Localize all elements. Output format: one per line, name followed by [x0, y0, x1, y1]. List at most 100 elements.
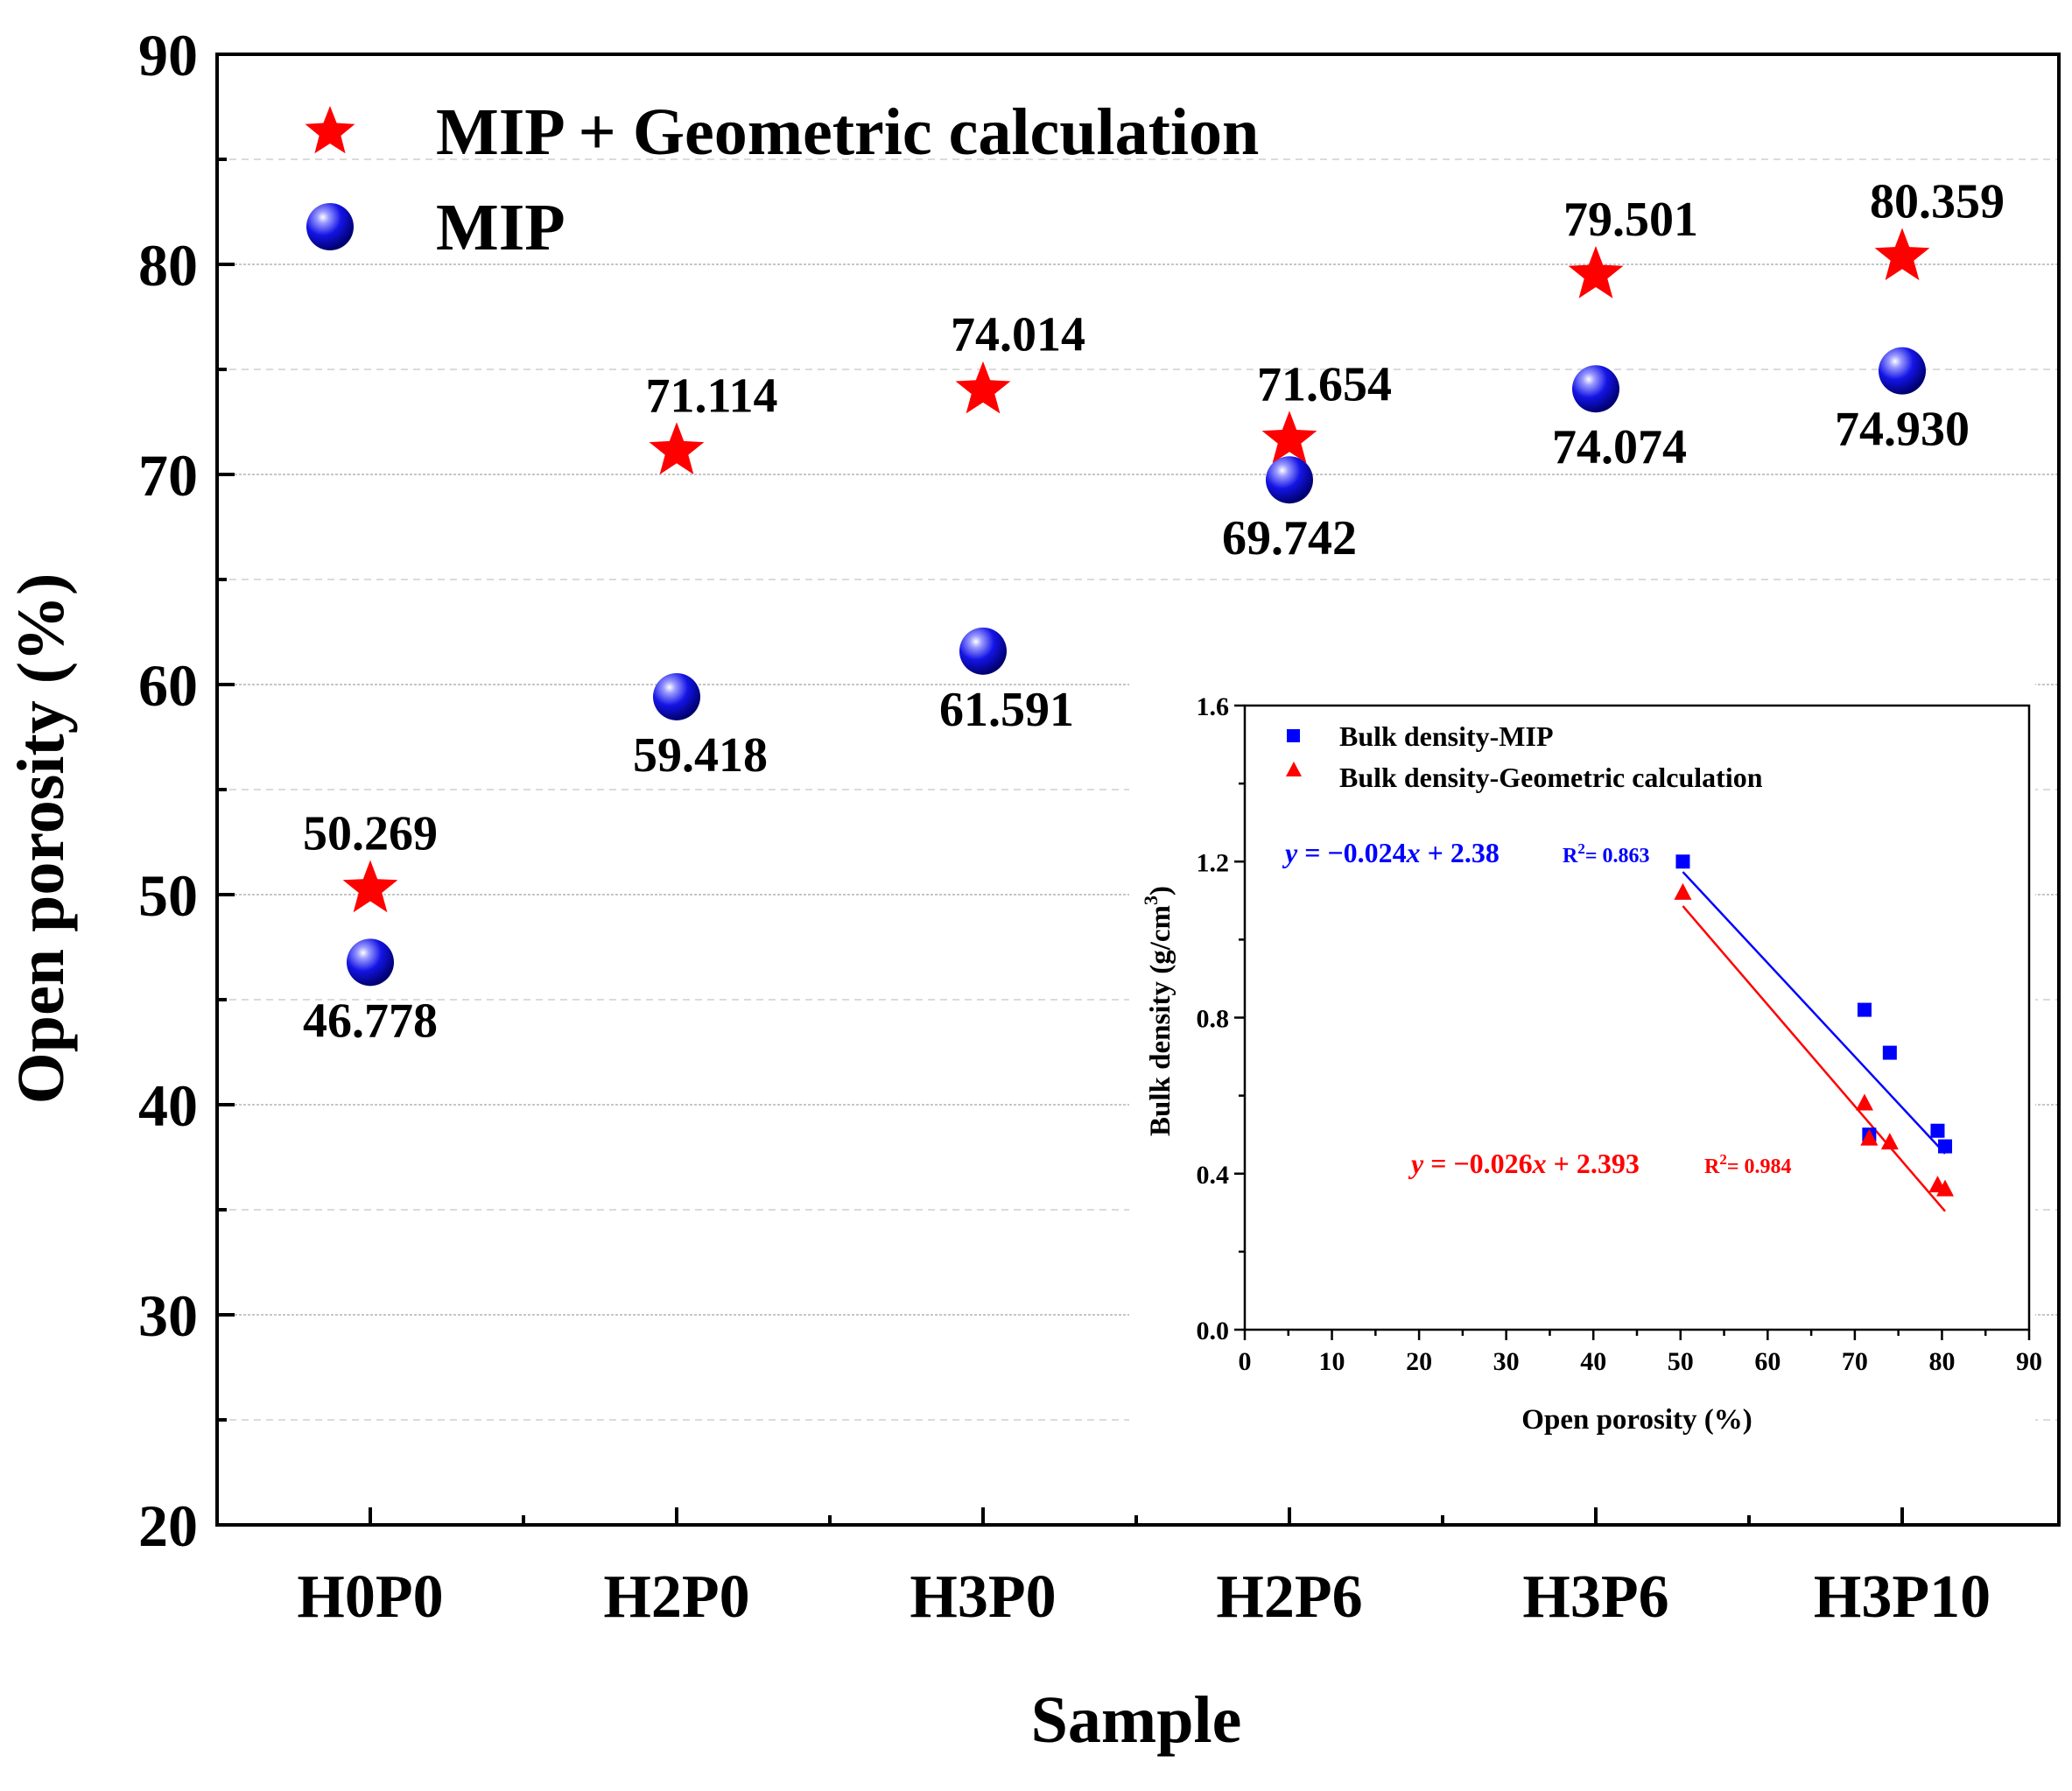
main-legend: MIP + Geometric calculation MIP — [305, 95, 1259, 264]
legend-sphere-marker — [306, 203, 354, 250]
inset-equation-mip-r2: R2= 0.863 — [1563, 840, 1650, 867]
inset-chart: 0 10 20 30 40 50 60 70 80 90 0.0 0.4 0.8 1.2 1.6 Bulk … — [1129, 683, 2042, 1436]
inset-legend-label-geometric: Bulk density-Geometric calculation — [1339, 762, 1763, 793]
inset-square-point — [1930, 1123, 1945, 1138]
mip-geometric-star-point — [649, 422, 705, 474]
equation-part: y — [1282, 837, 1298, 868]
inset-square-point — [1675, 854, 1690, 869]
inset-triangle-point — [1936, 1179, 1955, 1197]
main-y-tick-label: 90 — [138, 22, 198, 88]
inset-y-axis-title-superscript: 3 — [1140, 896, 1162, 905]
inset-triangle-point — [1860, 1128, 1879, 1146]
mip-data-label: 74.930 — [1835, 403, 1970, 457]
inset-x-tick-label: 0 — [1239, 1347, 1252, 1376]
main-x-tick-label: H3P0 — [910, 1563, 1056, 1631]
mip-data-label: 69.742 — [1222, 511, 1357, 565]
equation-part: y — [1408, 1148, 1424, 1179]
inset-x-tick-label: 50 — [1668, 1347, 1694, 1376]
inset-y-tick-label: 0.0 — [1197, 1317, 1230, 1345]
inset-square-point — [1938, 1139, 1953, 1154]
inset-y-tick-label: 0.8 — [1197, 1005, 1230, 1034]
legend-label-mip: MIP — [436, 191, 565, 264]
mip-sphere-point — [1266, 456, 1313, 504]
main-y-tick-label: 20 — [138, 1492, 198, 1559]
mip-sphere-point — [959, 627, 1007, 675]
inset-triangle-point — [1674, 882, 1692, 900]
inset-x-tick-label: 20 — [1406, 1347, 1432, 1376]
mip-data-label: 46.778 — [303, 994, 438, 1048]
inset-y-axis-title: Bulk density (g/cm3) — [1140, 886, 1176, 1136]
inset-equation-geometric-r2: R2= 0.984 — [1704, 1151, 1792, 1178]
inset-legend-triangle-marker — [1286, 762, 1302, 776]
mip-geometric-star-point — [955, 361, 1011, 414]
inset-x-tick-label: 60 — [1754, 1347, 1781, 1376]
mip-data-label: 59.418 — [633, 728, 768, 783]
inset-fit-line-geometric — [1682, 905, 1946, 1212]
inset-legend-label-mip: Bulk density-MIP — [1339, 720, 1553, 752]
inset-equation-mip: y = −0.024x + 2.38 — [1282, 837, 1500, 868]
mip-geometric-data-label: 50.269 — [303, 807, 438, 861]
main-y-axis-title: Open porosity (%) — [4, 573, 78, 1105]
mip-geometric-data-label: 71.114 — [646, 369, 778, 423]
inset-y-tick-label: 1.2 — [1197, 848, 1230, 877]
inset-square-point — [1882, 1045, 1897, 1060]
inset-x-tick-label: 70 — [1842, 1347, 1868, 1376]
inset-square-point — [1857, 1002, 1872, 1017]
equation-part: + 2.393 — [1547, 1148, 1640, 1179]
inset-y-axis-title-text: Bulk density (g/cm — [1145, 905, 1176, 1136]
mip-sphere-point — [1572, 365, 1619, 413]
inset-legend-square-marker — [1287, 729, 1300, 742]
main-y-tick-label: 30 — [138, 1282, 198, 1349]
equation-part: x — [1532, 1148, 1547, 1179]
equation-part: + 2.38 — [1421, 837, 1500, 868]
mip-data-label: 74.074 — [1552, 420, 1687, 474]
inset-x-tick-label: 80 — [1928, 1347, 1955, 1376]
inset-fit-line-mip — [1682, 871, 1946, 1155]
inset-x-tick-label: 90 — [2016, 1347, 2042, 1376]
inset-triangle-point — [1880, 1133, 1899, 1150]
main-x-tick-label: H2P0 — [603, 1563, 749, 1631]
r2-value: = 0.863 — [1585, 845, 1650, 867]
inset-triangle-point — [1855, 1093, 1873, 1111]
mip-geometric-data-label: 80.359 — [1870, 174, 2005, 228]
main-y-tick-label: 80 — [138, 232, 198, 298]
r2-label: R — [1563, 845, 1578, 867]
main-y-tick-label: 50 — [138, 862, 198, 929]
r2-superscript: 2 — [1577, 840, 1585, 857]
inset-legend: Bulk density-MIP Bulk density-Geometric c… — [1286, 720, 1763, 793]
main-y-tick-label: 60 — [138, 652, 198, 719]
main-x-tick-label: H3P6 — [1522, 1563, 1668, 1631]
mip-geometric-star-point — [1568, 246, 1624, 298]
main-x-tick-label: H3P10 — [1814, 1563, 1991, 1631]
mip-sphere-point — [347, 938, 394, 987]
legend-star-marker — [305, 106, 355, 154]
mip-geometric-star-point — [1261, 411, 1317, 463]
inset-axes: 0 10 20 30 40 50 60 70 80 90 0.0 0.4 0.8 1.2 1.6 — [1197, 692, 2043, 1376]
mip-geometric-star-point — [342, 860, 398, 913]
main-x-tick-label: H2P6 — [1216, 1563, 1362, 1631]
inset-y-tick-label: 0.4 — [1197, 1161, 1230, 1190]
r2-label: R — [1704, 1155, 1720, 1178]
inset-background — [1129, 683, 2035, 1434]
inset-x-tick-label: 10 — [1319, 1347, 1345, 1376]
main-y-tick-label: 70 — [138, 442, 198, 509]
inset-x-tick-label: 30 — [1493, 1347, 1520, 1376]
equation-part: = −0.024 — [1297, 837, 1406, 868]
mip-geometric-star-point — [1874, 228, 1930, 281]
mip-sphere-point — [653, 672, 700, 720]
inset-x-axis-title: Open porosity (%) — [1521, 1404, 1752, 1436]
equation-part: x — [1406, 837, 1421, 868]
mip-data-label: 61.591 — [939, 683, 1074, 737]
mip-geometric-data-label: 71.654 — [1257, 357, 1392, 411]
mip-geometric-data-label: 74.014 — [951, 308, 1085, 362]
r2-value: = 0.984 — [1727, 1155, 1792, 1178]
legend-label-mip-geometric: MIP + Geometric calculation — [436, 95, 1259, 169]
inset-equation-geometric: y = −0.026x + 2.393 — [1408, 1148, 1640, 1179]
r2-superscript: 2 — [1719, 1151, 1727, 1168]
main-data-marks: 50.269 71.114 74.014 71.654 79.501 80.359 46.7… — [303, 174, 2005, 1048]
inset-data-marks — [1674, 854, 1955, 1197]
mip-sphere-point — [1879, 347, 1926, 395]
